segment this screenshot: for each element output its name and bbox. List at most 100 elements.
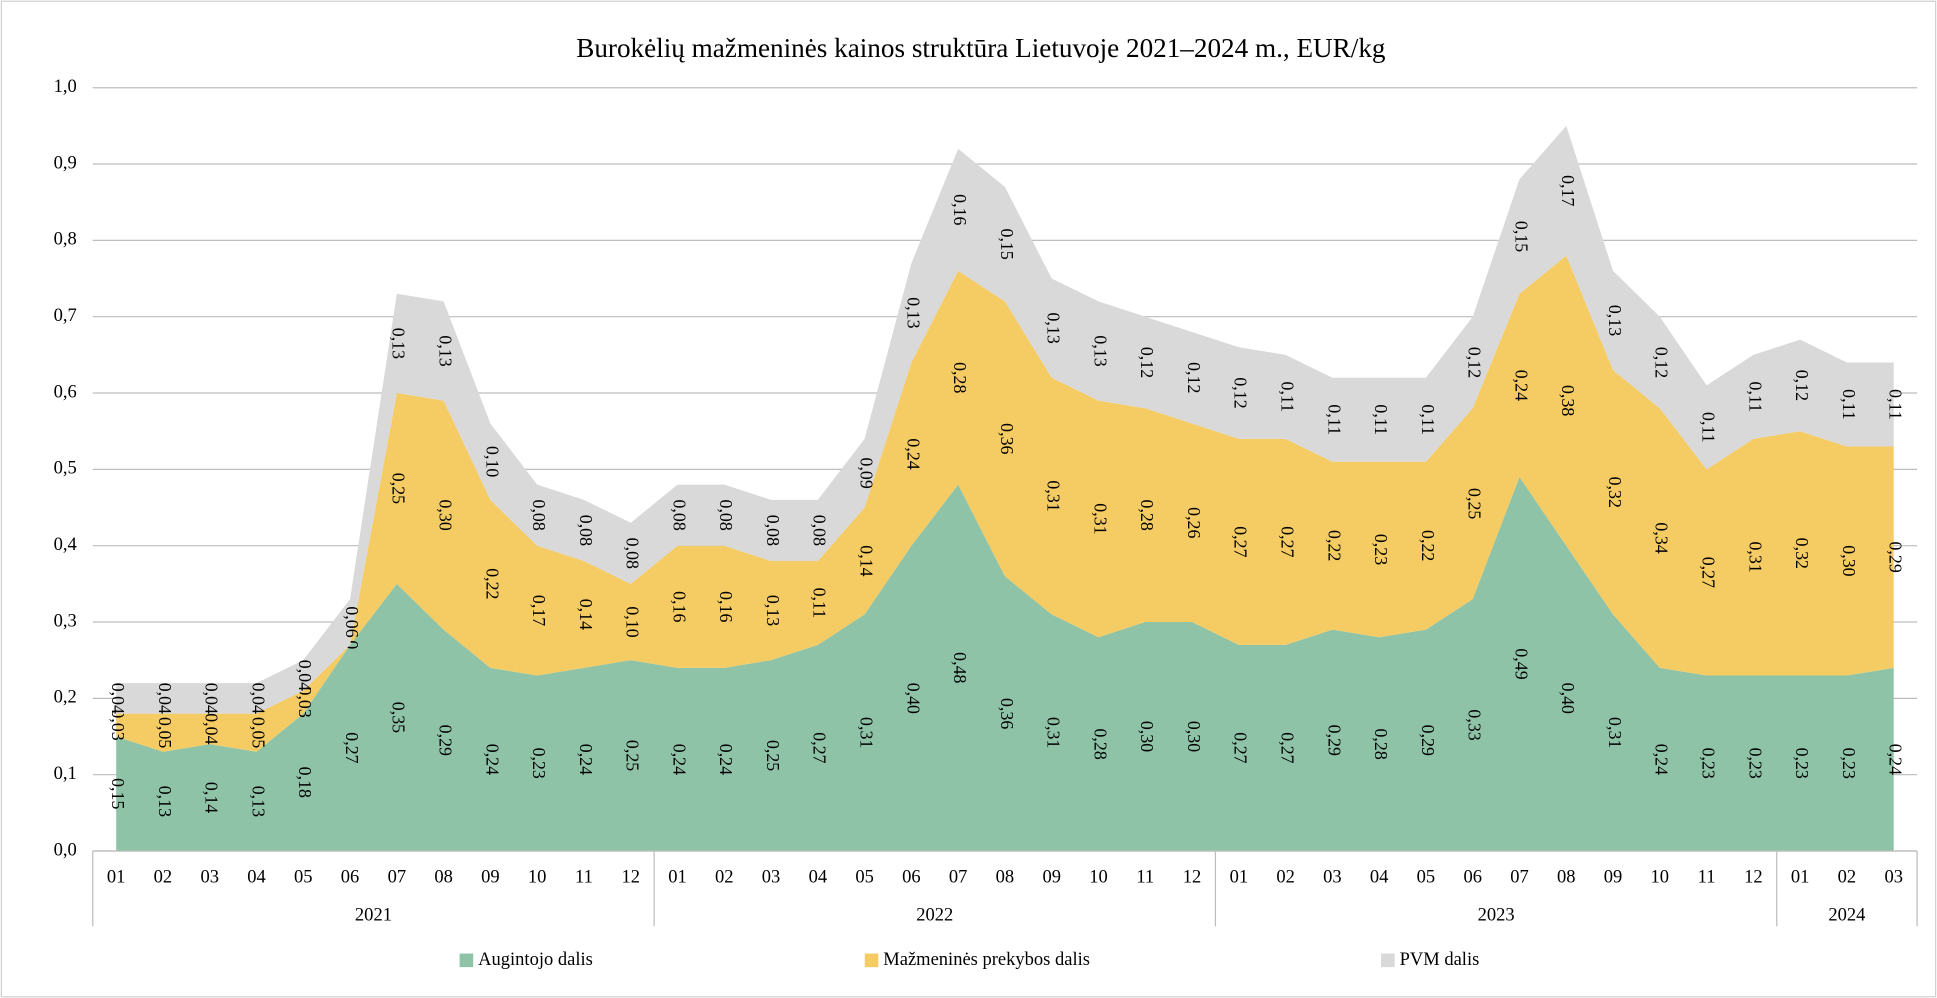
data-label: 0,11 bbox=[1698, 412, 1718, 443]
data-label: 0,12 bbox=[1231, 377, 1251, 408]
x-tick-label: 08 bbox=[1557, 866, 1576, 887]
data-label: 0,40 bbox=[1558, 683, 1578, 714]
x-tick-label: 07 bbox=[1510, 866, 1529, 887]
data-label: 0,27 bbox=[1231, 732, 1251, 763]
data-label: 0,24 bbox=[903, 438, 923, 469]
data-label: 0,25 bbox=[389, 473, 409, 504]
x-tick-label: 12 bbox=[1744, 866, 1763, 887]
y-tick-label: 0,0 bbox=[54, 839, 77, 860]
data-label: 0,22 bbox=[482, 568, 502, 599]
x-tick-label: 08 bbox=[996, 866, 1015, 887]
data-label: 0,30 bbox=[1839, 545, 1859, 576]
data-label: 0,27 bbox=[1277, 732, 1297, 763]
legend-swatch bbox=[864, 953, 879, 968]
x-tick-label: 12 bbox=[621, 866, 640, 887]
y-tick-label: 0,4 bbox=[54, 534, 77, 555]
x-tick-label: 03 bbox=[200, 866, 219, 887]
data-label: 0,23 bbox=[1698, 748, 1718, 779]
data-label: 0,31 bbox=[1745, 541, 1765, 572]
data-label: 0,29 bbox=[436, 725, 456, 756]
x-tick-label: 11 bbox=[575, 866, 593, 887]
data-label: 0,31 bbox=[1090, 503, 1110, 534]
data-label: 0,30 bbox=[1184, 721, 1204, 752]
data-label: 0,36 bbox=[997, 423, 1017, 454]
data-label: 0,05 bbox=[248, 717, 268, 748]
x-tick-label: 04 bbox=[1370, 866, 1389, 887]
area bbox=[116, 255, 1894, 752]
data-label: 0,08 bbox=[576, 515, 596, 546]
x-tick-label: 03 bbox=[1323, 866, 1342, 887]
data-label: 0,16 bbox=[950, 194, 970, 225]
data-label: 0,11 bbox=[1371, 404, 1391, 435]
legend-label: Mažmeninės prekybos dalis bbox=[883, 949, 1090, 970]
data-label: 0,08 bbox=[669, 499, 689, 530]
x-tick-label: 02 bbox=[154, 866, 173, 887]
x-tick-label: 03 bbox=[762, 866, 781, 887]
data-label: 0,24 bbox=[669, 744, 689, 775]
x-tick-label: 02 bbox=[1276, 866, 1295, 887]
x-tick-label: 10 bbox=[1651, 866, 1670, 887]
x-tick-label: 02 bbox=[1838, 866, 1857, 887]
data-label: 0,13 bbox=[1090, 335, 1110, 366]
data-label: 0,28 bbox=[1137, 499, 1157, 530]
data-label: 0,29 bbox=[1324, 725, 1344, 756]
data-label: 0,24 bbox=[1886, 744, 1906, 775]
data-label: 0,31 bbox=[856, 717, 876, 748]
data-label: 0 bbox=[342, 640, 362, 649]
x-tick-label: 05 bbox=[294, 866, 313, 887]
x-tick-label: 06 bbox=[1463, 866, 1482, 887]
data-label: 0,25 bbox=[623, 740, 643, 771]
data-label: 0,14 bbox=[856, 545, 876, 576]
data-label: 0,08 bbox=[623, 538, 643, 569]
data-label: 0,28 bbox=[1371, 728, 1391, 759]
data-label: 0,36 bbox=[997, 698, 1017, 729]
data-label: 0,08 bbox=[763, 515, 783, 546]
data-label: 0,11 bbox=[1277, 382, 1297, 413]
data-label: 0,27 bbox=[810, 732, 830, 763]
data-label: 0,04 bbox=[202, 683, 222, 714]
x-tick-label: 01 bbox=[1791, 866, 1810, 887]
data-label: 0,22 bbox=[1418, 530, 1438, 561]
data-label: 0,13 bbox=[248, 786, 268, 817]
data-label: 0,33 bbox=[1465, 709, 1485, 740]
data-label: 0,04 bbox=[248, 683, 268, 714]
data-label: 0,23 bbox=[529, 748, 549, 779]
y-tick-label: 0,6 bbox=[54, 381, 77, 402]
x-tick-label: 11 bbox=[1136, 866, 1154, 887]
data-label: 0,04 bbox=[295, 660, 315, 691]
data-label: 0,25 bbox=[1465, 488, 1485, 519]
data-label: 0,13 bbox=[1044, 312, 1064, 343]
x-tick-label: 04 bbox=[247, 866, 266, 887]
data-label: 0,30 bbox=[435, 499, 455, 530]
data-label: 0,17 bbox=[1558, 175, 1578, 206]
data-label: 0,04 bbox=[108, 683, 128, 714]
data-label: 0,08 bbox=[529, 499, 549, 530]
legend-label: Augintojo dalis bbox=[478, 949, 593, 970]
data-label: 0,31 bbox=[1044, 717, 1064, 748]
data-label: 0,28 bbox=[1090, 728, 1110, 759]
data-label: 0,23 bbox=[1745, 748, 1765, 779]
data-label: 0,24 bbox=[716, 744, 736, 775]
data-label: 0,32 bbox=[1792, 538, 1812, 569]
data-label: 0,12 bbox=[1792, 370, 1812, 401]
data-label: 0,10 bbox=[482, 446, 502, 477]
data-label: 0,49 bbox=[1511, 648, 1531, 679]
data-label: 0,17 bbox=[529, 595, 549, 626]
data-label: 0,40 bbox=[903, 683, 923, 714]
data-label: 0,24 bbox=[482, 744, 502, 775]
data-label: 0,32 bbox=[1605, 477, 1625, 508]
legend-swatch bbox=[459, 953, 474, 968]
data-label: 0,23 bbox=[1839, 748, 1859, 779]
x-tick-label: 05 bbox=[1417, 866, 1436, 887]
data-label: 0,14 bbox=[576, 599, 596, 630]
group-label: 2022 bbox=[916, 905, 953, 926]
data-label: 0,28 bbox=[950, 362, 970, 393]
x-tick-label: 09 bbox=[1042, 866, 1061, 887]
data-label: 0,11 bbox=[1886, 389, 1906, 420]
x-tick-label: 05 bbox=[855, 866, 874, 887]
data-label: 0,13 bbox=[389, 328, 409, 359]
data-label: 0,24 bbox=[576, 744, 596, 775]
data-label: 0,25 bbox=[763, 740, 783, 771]
